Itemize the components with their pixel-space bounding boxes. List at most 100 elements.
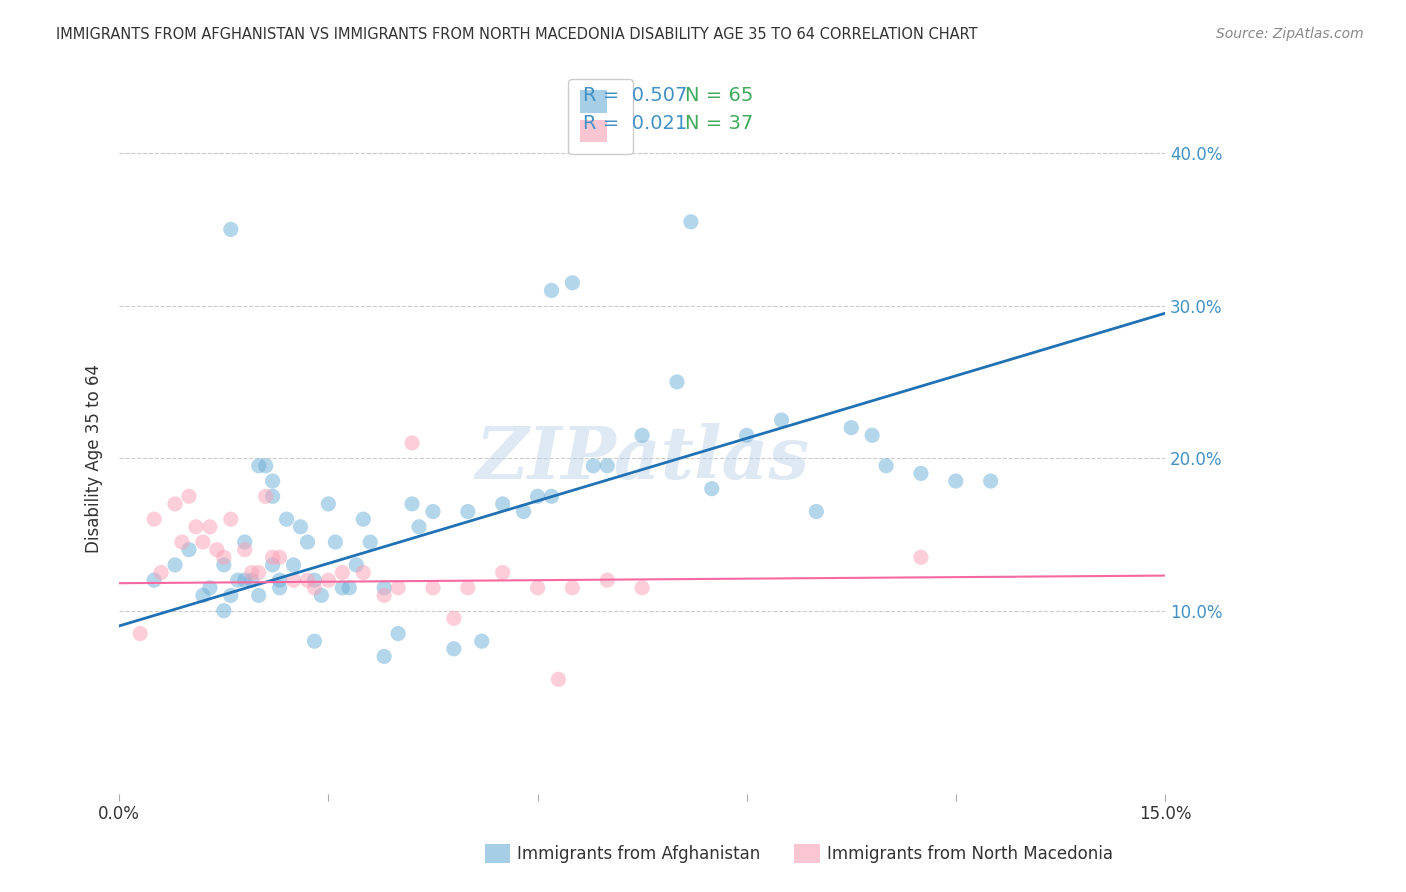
Point xyxy=(290,520,312,534)
Point xyxy=(233,573,256,587)
Point xyxy=(547,673,569,687)
Point xyxy=(596,573,619,587)
Point xyxy=(191,589,214,603)
Point xyxy=(945,474,967,488)
Point xyxy=(212,550,235,565)
Point xyxy=(457,504,479,518)
Point xyxy=(330,581,353,595)
Point xyxy=(373,589,395,603)
Point xyxy=(443,641,465,656)
Point xyxy=(492,497,515,511)
Point xyxy=(177,542,200,557)
Point xyxy=(471,634,494,648)
Point xyxy=(254,489,277,503)
Point xyxy=(700,482,723,496)
Point xyxy=(443,611,465,625)
Point xyxy=(422,581,444,595)
Point xyxy=(311,589,333,603)
Point xyxy=(387,581,409,595)
Point xyxy=(318,573,340,587)
Point xyxy=(283,558,305,572)
Point xyxy=(330,566,353,580)
Point xyxy=(163,558,186,572)
Point xyxy=(318,497,340,511)
Text: N = 37: N = 37 xyxy=(685,113,754,133)
Point xyxy=(304,573,326,587)
Point xyxy=(561,581,583,595)
Text: IMMIGRANTS FROM AFGHANISTAN VS IMMIGRANTS FROM NORTH MACEDONIA DISABILITY AGE 35: IMMIGRANTS FROM AFGHANISTAN VS IMMIGRANT… xyxy=(56,27,977,42)
Point xyxy=(526,489,548,503)
Point xyxy=(262,489,284,503)
Legend:  ,  : , xyxy=(568,78,633,153)
Point xyxy=(735,428,758,442)
Point xyxy=(540,284,562,298)
Point xyxy=(526,581,548,595)
Point xyxy=(401,497,423,511)
Point xyxy=(143,573,166,587)
Point xyxy=(408,520,430,534)
Point xyxy=(191,535,214,549)
Point xyxy=(240,566,263,580)
Point xyxy=(860,428,883,442)
Point xyxy=(304,634,326,648)
Point xyxy=(910,550,932,565)
Point xyxy=(665,375,688,389)
Point xyxy=(233,542,256,557)
Point xyxy=(596,458,619,473)
Point xyxy=(283,573,305,587)
Point xyxy=(373,649,395,664)
Point xyxy=(344,558,367,572)
Point xyxy=(212,558,235,572)
Point xyxy=(980,474,1002,488)
Point xyxy=(770,413,793,427)
Point xyxy=(269,573,291,587)
Point xyxy=(198,581,221,595)
Point xyxy=(373,581,395,595)
Point xyxy=(177,489,200,503)
Y-axis label: Disability Age 35 to 64: Disability Age 35 to 64 xyxy=(86,364,103,553)
Point xyxy=(422,504,444,518)
Point xyxy=(561,276,583,290)
Point xyxy=(806,504,828,518)
Point xyxy=(457,581,479,595)
Point xyxy=(269,581,291,595)
Text: Immigrants from North Macedonia: Immigrants from North Macedonia xyxy=(827,845,1112,863)
Point xyxy=(226,573,249,587)
Point xyxy=(219,222,242,236)
Point xyxy=(163,497,186,511)
Text: Immigrants from Afghanistan: Immigrants from Afghanistan xyxy=(517,845,761,863)
Point xyxy=(212,604,235,618)
Point xyxy=(150,566,173,580)
Point xyxy=(512,504,534,518)
Point xyxy=(304,581,326,595)
Point xyxy=(269,550,291,565)
Point xyxy=(262,558,284,572)
Point xyxy=(679,215,702,229)
Point xyxy=(631,581,654,595)
Point xyxy=(143,512,166,526)
Point xyxy=(262,550,284,565)
Text: N = 65: N = 65 xyxy=(685,86,754,105)
Point xyxy=(337,581,360,595)
Point xyxy=(247,589,270,603)
Point xyxy=(219,512,242,526)
Point xyxy=(352,566,374,580)
Point xyxy=(297,535,319,549)
Text: ZIPatlas: ZIPatlas xyxy=(475,423,810,493)
Point xyxy=(233,535,256,549)
Point xyxy=(129,626,152,640)
Point xyxy=(262,474,284,488)
Point xyxy=(219,589,242,603)
Point xyxy=(247,566,270,580)
Point xyxy=(170,535,193,549)
Point xyxy=(205,542,228,557)
Point xyxy=(582,458,605,473)
Point xyxy=(247,458,270,473)
Point xyxy=(198,520,221,534)
Point xyxy=(387,626,409,640)
Point xyxy=(540,489,562,503)
Point xyxy=(297,573,319,587)
Point xyxy=(492,566,515,580)
Point xyxy=(631,428,654,442)
Point xyxy=(401,436,423,450)
